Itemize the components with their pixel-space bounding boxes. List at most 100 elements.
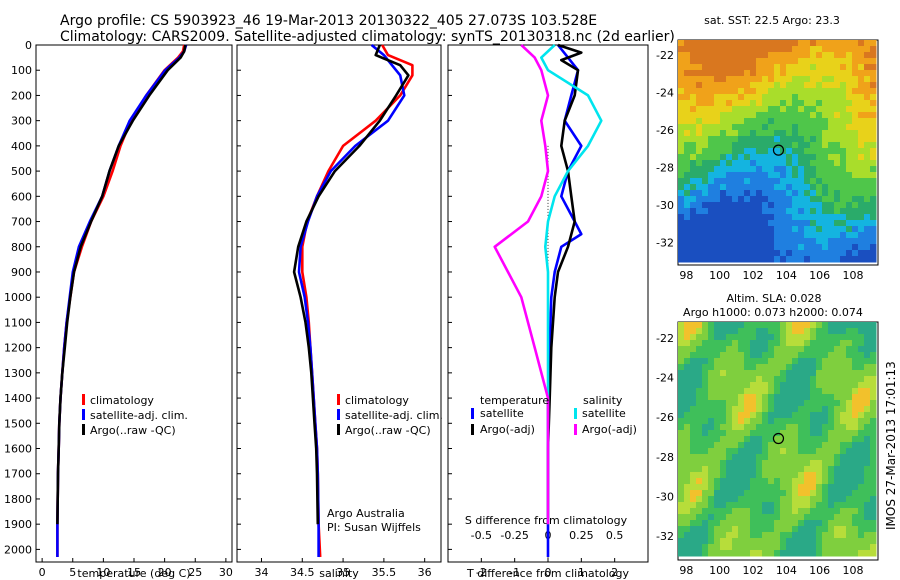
map-cell [744, 58, 751, 65]
map-cell [828, 472, 835, 479]
map-cell [708, 382, 715, 389]
map-title: Altim. SLA: 0.028 [726, 292, 821, 305]
map-cell [756, 412, 763, 419]
map-cell [750, 508, 757, 515]
map-cell [774, 544, 781, 551]
map-cell [828, 376, 835, 383]
map-cell [852, 232, 859, 239]
map-cell [738, 418, 745, 425]
map-cell [852, 76, 859, 83]
map-cell [834, 154, 841, 161]
map-cell [810, 340, 817, 347]
map-cell [696, 64, 703, 71]
map-cell [726, 154, 733, 161]
map-cell [780, 88, 787, 95]
map-cell [756, 70, 763, 77]
map-cell [762, 238, 769, 245]
map-cell [732, 244, 739, 251]
legend-group-title: temperature [480, 394, 549, 407]
map-cell [726, 454, 733, 461]
map-cell [720, 190, 727, 197]
map-cell [750, 460, 757, 467]
map-cell [774, 496, 781, 503]
map-cell [870, 52, 877, 59]
map-cell [762, 526, 769, 533]
map-cell [858, 250, 865, 257]
map-cell [858, 352, 865, 359]
map-cell [762, 136, 769, 143]
map-cell [792, 328, 799, 335]
map-cell [702, 76, 709, 83]
map-cell [738, 436, 745, 443]
map-cell [696, 442, 703, 449]
map-cell [714, 142, 721, 149]
map-cell [798, 142, 805, 149]
map-cell [756, 382, 763, 389]
map-cell [696, 520, 703, 527]
map-cell [732, 352, 739, 359]
map-cell [780, 364, 787, 371]
map-cell [726, 406, 733, 413]
map-cell [762, 130, 769, 137]
map-cell [870, 448, 877, 455]
map-cell [846, 148, 853, 155]
map-cell [732, 520, 739, 527]
map-cell [858, 388, 865, 395]
map-cell [792, 160, 799, 167]
map-cell [732, 430, 739, 437]
map-cell [834, 388, 841, 395]
map-cell [864, 226, 871, 233]
map-cell [768, 334, 775, 341]
map-cell [726, 442, 733, 449]
map-cell [792, 76, 799, 83]
map-cell [816, 160, 823, 167]
map-cell [816, 52, 823, 59]
map-cell [708, 328, 715, 335]
map-cell [750, 124, 757, 131]
map-cell [690, 430, 697, 437]
map-cell [792, 52, 799, 59]
map-cell [720, 466, 727, 473]
map-cell [870, 436, 877, 443]
map-cell [720, 238, 727, 245]
map-cell [726, 346, 733, 353]
map-cell [744, 214, 751, 221]
map-cell [828, 334, 835, 341]
map-cell [792, 532, 799, 539]
map-cell [756, 448, 763, 455]
map-cell [750, 388, 757, 395]
map-cell [774, 208, 781, 215]
map-cell [786, 202, 793, 209]
map-cell [702, 82, 709, 89]
map-cell [816, 202, 823, 209]
map-cell [762, 88, 769, 95]
map-cell [768, 112, 775, 119]
map-cell [864, 370, 871, 377]
map-cell [816, 346, 823, 353]
map-cell [864, 406, 871, 413]
map-cell [780, 232, 787, 239]
map-cell [732, 88, 739, 95]
map-cell [738, 388, 745, 395]
map-cell [696, 550, 703, 557]
map-cell [798, 184, 805, 191]
map-cell [774, 46, 781, 53]
map-cell [738, 508, 745, 515]
map-cell [816, 112, 823, 119]
map-cell [732, 46, 739, 53]
map-cell [822, 394, 829, 401]
map-cell [762, 100, 769, 107]
map-cell [852, 382, 859, 389]
map-cell [774, 460, 781, 467]
map-cell [750, 190, 757, 197]
panel-annotation: Argo Australia [327, 507, 405, 520]
map-cell [738, 160, 745, 167]
map-cell [738, 82, 745, 89]
map-cell [774, 358, 781, 365]
map-cell [750, 532, 757, 539]
map-cell [780, 82, 787, 89]
map-cell [804, 454, 811, 461]
map-cell [780, 334, 787, 341]
map-cell [786, 244, 793, 251]
map-x-tick-label: 102 [743, 269, 764, 282]
